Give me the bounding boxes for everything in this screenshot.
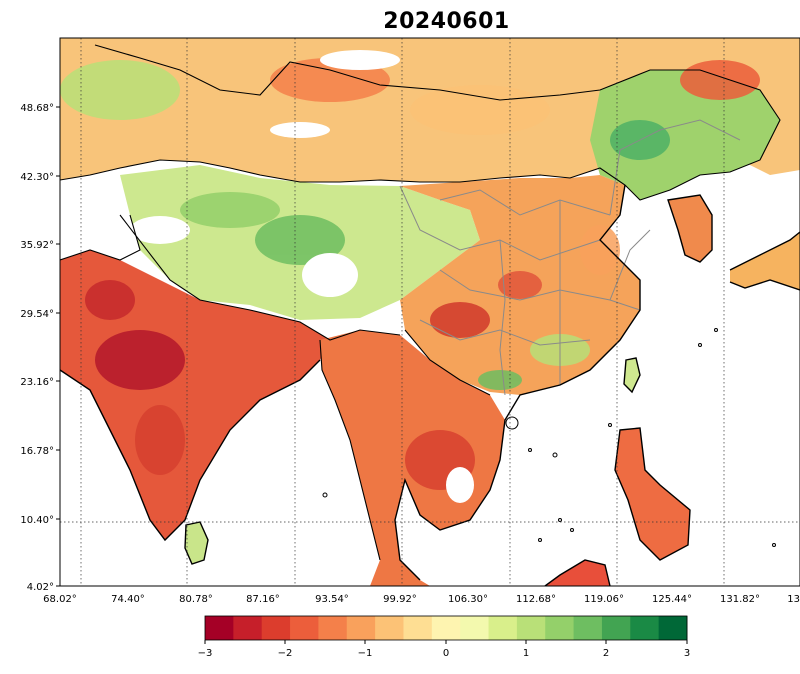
lon-tick-label: 99.92°: [383, 594, 417, 605]
colorbar: −3 −2 −1 0 1 2 3: [198, 615, 690, 659]
lat-tick-label: 29.54°: [20, 309, 54, 320]
map-border: [59, 37, 800, 587]
country-borders: [60, 44, 781, 561]
colorbar-cell: [318, 616, 348, 640]
lon-tick-label: 68.02°: [43, 594, 77, 605]
lon-tick-label: 119.06°: [584, 594, 624, 605]
lat-tick-label: 16.78°: [20, 446, 54, 457]
map-title: 20240601: [383, 9, 510, 34]
lon-tick-label: 80.78°: [179, 594, 213, 605]
lon-tick-label: 93.54°: [315, 594, 349, 605]
province-borders: [399, 119, 741, 396]
lat-tick-label: 35.92°: [20, 240, 54, 251]
colorbar-cell: [375, 616, 404, 640]
lon-tick-label: 131.82°: [720, 594, 760, 605]
lat-tick-label: 4.02°: [27, 582, 54, 593]
coastlines: [60, 184, 800, 586]
colorbar-cell: [573, 616, 603, 640]
lon-tick-label: 87.16°: [246, 594, 280, 605]
lon-tick-label: 112.68°: [516, 594, 556, 605]
colorbar-cell: [431, 616, 461, 640]
land-northeast-china: [590, 70, 780, 200]
land-japan: [730, 232, 800, 290]
lon-tick-label: 125.44°: [652, 594, 692, 605]
lon-tick-label: 106.30°: [448, 594, 488, 605]
colorbar-cell: [516, 616, 546, 640]
lat-tick-label: 23.16°: [20, 377, 54, 388]
map-layers: [60, 38, 800, 586]
colorbar-cells: [205, 616, 688, 640]
land-sri-lanka: [185, 522, 208, 564]
lat-tick-label: 48.68°: [20, 103, 54, 114]
colorbar-tick-label: 3: [684, 648, 690, 659]
colorbar-tick-label: 1: [523, 648, 529, 659]
lat-tick-label: 10.40°: [20, 515, 54, 526]
colorbar-cell: [290, 616, 319, 640]
colorbar-tick-label: −1: [358, 648, 373, 659]
colorbar-cell: [346, 616, 376, 640]
gridlines: [60, 38, 800, 586]
colorbar-tick-label: −3: [198, 648, 213, 659]
lon-tick-label: 74.40°: [111, 594, 145, 605]
colorbar-cell: [601, 616, 631, 640]
land-india: [60, 250, 330, 540]
colorbar-cell: [545, 616, 575, 640]
colorbar-tick-label: −2: [278, 648, 293, 659]
colorbar-cell: [658, 616, 688, 640]
lat-axis: 48.68° 42.30° 35.92° 29.54° 23.16° 16.78…: [20, 103, 60, 593]
land-borneo: [545, 560, 610, 586]
land-korea: [668, 195, 712, 262]
colorbar-cell: [488, 616, 518, 640]
colorbar-cell: [460, 616, 490, 640]
colorbar-cell: [205, 616, 234, 640]
lat-tick-label: 42.30°: [20, 172, 54, 183]
no-data-patches: [130, 50, 474, 503]
colorbar-ticks: −3 −2 −1 0 1 2 3: [198, 640, 690, 659]
colorbar-tick-label: 2: [603, 648, 609, 659]
colorbar-cell: [403, 616, 433, 640]
colorbar-cell: [630, 616, 660, 640]
colorbar-cell: [261, 616, 291, 640]
colorbar-tick-label: 0: [443, 648, 449, 659]
lon-axis: 68.02° 74.40° 80.78° 87.16° 93.54° 99.92…: [43, 594, 800, 605]
lon-tick-label: 13: [787, 594, 800, 605]
small-islands: [322, 328, 776, 547]
land-philippines: [615, 428, 690, 560]
colorbar-cell: [233, 616, 263, 640]
